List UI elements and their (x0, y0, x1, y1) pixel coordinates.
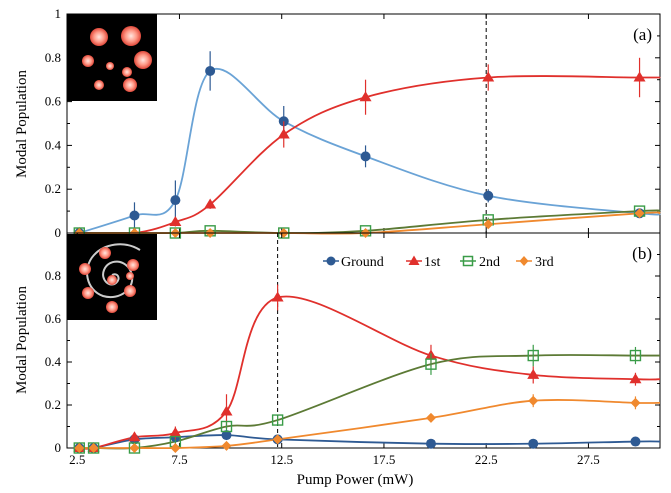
y-tick-label: 1 (55, 6, 62, 21)
point-third (528, 395, 539, 406)
y-tick-label: 0.4 (45, 354, 62, 369)
point-third (88, 443, 99, 453)
point-first (633, 71, 646, 82)
x-tick-label: 2.5 (69, 452, 85, 467)
point-first (527, 368, 540, 379)
series-line-third (79, 399, 661, 450)
point-second (271, 414, 284, 426)
x-tick-label: 12.5 (270, 452, 293, 467)
point-ground (528, 438, 539, 449)
point-third (74, 443, 85, 453)
series-line-first (79, 75, 661, 235)
point-ground (630, 436, 641, 447)
legend-item-2nd: 2nd (460, 255, 500, 270)
legend-item-1st: 1st (406, 255, 440, 270)
point-second (629, 349, 642, 362)
legend: Ground 1st 2nd 3rd (323, 255, 554, 270)
legend-item-3rd: 3rd (516, 255, 554, 270)
point-second (220, 420, 233, 433)
point-second (425, 358, 437, 370)
x-tick-label: 7.5 (171, 452, 187, 467)
point-first (128, 431, 141, 442)
point-third (630, 397, 641, 408)
series-line-ground (78, 67, 661, 234)
legend-item-ground: Ground (323, 255, 384, 270)
point-ground (129, 210, 140, 221)
ylabel-b: Modal Population (14, 286, 30, 394)
point-first (277, 128, 290, 139)
inset-dots-image (67, 14, 157, 101)
point-first (482, 71, 495, 82)
y-tick-label: 0.4 (45, 137, 62, 152)
point-third (483, 219, 494, 230)
y-tick-label: 0.8 (45, 268, 61, 283)
legend-label-2nd: 2nd (479, 255, 500, 270)
point-first (271, 291, 284, 302)
point-third (272, 434, 283, 445)
point-ground (483, 190, 494, 201)
y-tick-label: 0.6 (45, 94, 62, 109)
y-tick-label: 0.6 (45, 311, 62, 326)
point-ground (360, 151, 371, 162)
point-third (425, 412, 436, 423)
legend-label-3rd: 3rd (535, 255, 554, 270)
point-third (221, 440, 232, 451)
point-first (204, 198, 217, 209)
point-first (629, 373, 642, 384)
point-third (170, 443, 181, 453)
panel-label: (a) (633, 25, 652, 44)
x-tick-label: 17.5 (373, 452, 396, 467)
x-tick-label: 22.5 (475, 452, 498, 467)
point-first (169, 216, 182, 227)
point-ground (205, 65, 216, 76)
xlabel: Pump Power (mW) (297, 472, 414, 488)
point-first (220, 405, 233, 416)
point-second (527, 349, 539, 362)
x-tick-label: 27.5 (577, 452, 600, 467)
point-ground (170, 195, 181, 206)
point-third (129, 443, 140, 453)
point-ground (425, 438, 436, 449)
legend-label-ground: Ground (341, 255, 384, 270)
y-tick-label: 0.2 (45, 397, 61, 412)
point-first (359, 91, 372, 102)
series-line-second (79, 209, 661, 235)
point-third (634, 208, 645, 219)
y-tick-label: 0 (55, 440, 62, 455)
y-tick-label: 0 (55, 225, 62, 240)
point-first (169, 426, 182, 437)
inset-spiral-image (67, 234, 157, 320)
series-line-ground (79, 434, 661, 450)
panel-label: (b) (632, 244, 652, 263)
y-tick-label: 0.8 (45, 50, 61, 65)
ylabel-a: Modal Population (14, 70, 30, 178)
point-ground (221, 430, 232, 441)
y-tick-label: 0.2 (45, 181, 61, 196)
legend-label-1st: 1st (424, 255, 440, 270)
